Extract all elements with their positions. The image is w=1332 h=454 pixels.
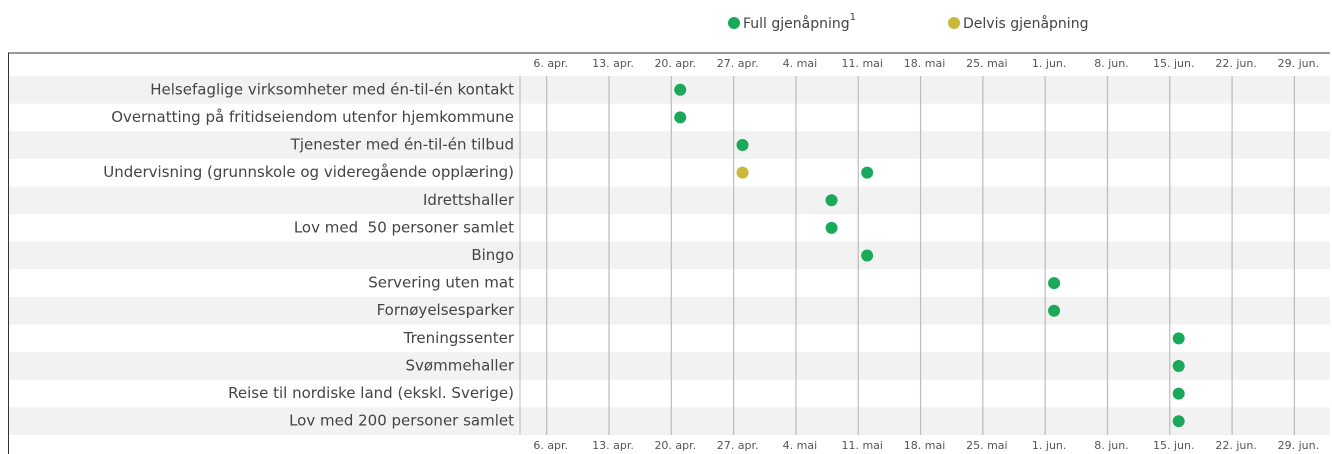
dot bbox=[674, 83, 687, 96]
legend-swatch bbox=[948, 17, 960, 29]
legend-label: Delvis gjenåpning bbox=[963, 15, 1088, 32]
x-tick-label-bottom: 11. mai bbox=[841, 439, 883, 452]
category-label: Fornøyelsesparker bbox=[377, 301, 515, 319]
row-band bbox=[8, 76, 1330, 104]
x-tick-label-bottom: 22. jun. bbox=[1215, 439, 1257, 452]
x-tick-label-bottom: 4. mai bbox=[783, 439, 818, 452]
legend-label: Full gjenåpning1 bbox=[743, 12, 856, 32]
dot bbox=[736, 166, 749, 179]
x-tick-label-bottom: 8. jun. bbox=[1094, 439, 1129, 452]
legend-name: Full gjenåpning bbox=[743, 15, 850, 32]
category-label: Lov med 50 personer samlet bbox=[294, 218, 514, 236]
category-label: Reise til nordiske land (ekskl. Sverige) bbox=[228, 384, 514, 402]
x-tick-label-top: 8. jun. bbox=[1094, 57, 1129, 70]
x-tick-label-bottom: 20. apr. bbox=[654, 439, 696, 452]
x-tick-label-top: 4. mai bbox=[783, 57, 818, 70]
dot bbox=[825, 194, 838, 207]
x-tick-label-top: 29. jun. bbox=[1278, 57, 1320, 70]
legend-footnote: 1 bbox=[850, 12, 856, 23]
x-tick-label-bottom: 13. apr. bbox=[592, 439, 634, 452]
legend-name: Delvis gjenåpning bbox=[963, 15, 1088, 32]
dot bbox=[674, 111, 687, 124]
x-tick-label-bottom: 29. jun. bbox=[1278, 439, 1320, 452]
category-label: Bingo bbox=[471, 246, 514, 264]
x-tick-label-bottom: 6. apr. bbox=[533, 439, 568, 452]
dot bbox=[1172, 332, 1185, 345]
category-label: Treningssenter bbox=[403, 329, 515, 347]
dot bbox=[1048, 304, 1061, 317]
dot bbox=[861, 166, 874, 179]
row-band bbox=[8, 131, 1330, 159]
x-tick-label-bottom: 25. mai bbox=[966, 439, 1008, 452]
category-label: Servering uten mat bbox=[368, 274, 514, 292]
dot bbox=[861, 249, 874, 262]
legend-swatch bbox=[728, 17, 740, 29]
dot bbox=[825, 221, 838, 234]
x-tick-label-top: 13. apr. bbox=[592, 57, 634, 70]
category-label: Lov med 200 personer samlet bbox=[289, 412, 514, 430]
x-tick-label-bottom: 18. mai bbox=[904, 439, 946, 452]
dot bbox=[1172, 387, 1185, 400]
row-band bbox=[8, 186, 1330, 215]
x-tick-label-top: 25. mai bbox=[966, 57, 1008, 70]
category-label: Idrettshaller bbox=[423, 191, 515, 209]
x-tick-label-bottom: 27. apr. bbox=[717, 439, 759, 452]
x-tick-label-top: 20. apr. bbox=[654, 57, 696, 70]
row-band bbox=[8, 352, 1330, 380]
x-tick-label-bottom: 15. jun. bbox=[1153, 439, 1195, 452]
x-tick-label-top: 6. apr. bbox=[533, 57, 568, 70]
x-tick-label-top: 27. apr. bbox=[717, 57, 759, 70]
x-tick-label-bottom: 1. jun. bbox=[1032, 439, 1067, 452]
x-tick-label-top: 18. mai bbox=[904, 57, 946, 70]
x-tick-label-top: 11. mai bbox=[841, 57, 883, 70]
row-band bbox=[8, 407, 1330, 435]
dot bbox=[736, 139, 749, 152]
row-band bbox=[8, 241, 1330, 270]
x-tick-label-top: 22. jun. bbox=[1215, 57, 1257, 70]
x-tick-label-top: 15. jun. bbox=[1153, 57, 1195, 70]
row-band bbox=[8, 296, 1330, 325]
dot bbox=[1172, 415, 1185, 428]
category-label: Overnatting på fritidseiendom utenfor hj… bbox=[111, 108, 514, 126]
category-label: Helsefaglige virksomheter med én-til-én … bbox=[150, 80, 514, 98]
dot bbox=[1048, 277, 1061, 290]
dot bbox=[1172, 359, 1185, 372]
x-tick-label-top: 1. jun. bbox=[1032, 57, 1067, 70]
category-label: Svømmehaller bbox=[406, 356, 515, 374]
category-label: Tjenester med én-til-én tilbud bbox=[290, 136, 514, 154]
category-label: Undervisning (grunnskole og videregående… bbox=[103, 163, 514, 181]
